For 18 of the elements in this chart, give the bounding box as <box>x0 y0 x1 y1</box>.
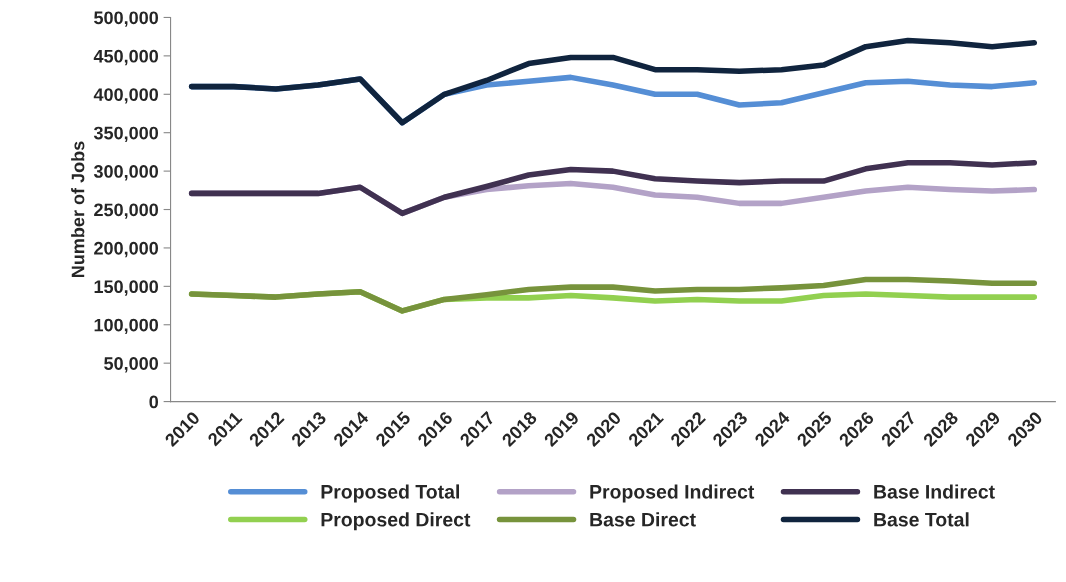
y-axis-title: Number of Jobs <box>71 141 85 278</box>
y-tick-label: 0 <box>149 395 159 409</box>
y-tick-label: 150,000 <box>94 280 159 296</box>
legend-label: Base Total <box>874 512 969 527</box>
legend-label: Base Direct <box>590 512 696 527</box>
y-tick-label: 500,000 <box>94 11 159 27</box>
y-tick-label: 400,000 <box>93 88 159 104</box>
y-tick-label: 300,000 <box>93 165 159 181</box>
y-tick-label: 250,000 <box>94 203 159 219</box>
legend-label: Proposed Indirect <box>590 484 755 503</box>
y-tick-label: 50,000 <box>104 357 159 373</box>
legend-label: Proposed Direct <box>321 512 471 531</box>
y-tick-label: 200,000 <box>94 241 159 258</box>
y-tick-label: 450,000 <box>93 49 159 66</box>
legend-label: Proposed Total <box>321 484 459 503</box>
y-tick-label: 100,000 <box>94 318 159 335</box>
y-tick-label: 350,000 <box>93 126 159 143</box>
legend-label: Base Indirect <box>874 484 995 499</box>
